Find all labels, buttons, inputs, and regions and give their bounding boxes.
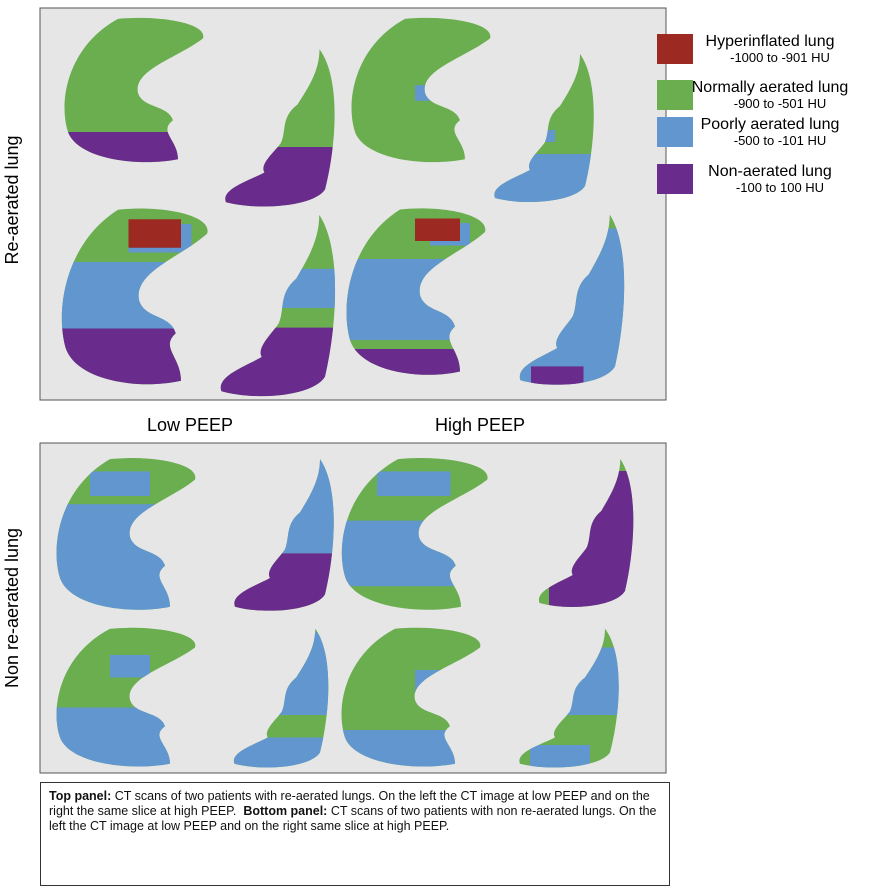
row-label: Re-aerated lung — [2, 135, 22, 264]
legend-range: -1000 to -901 HU — [730, 50, 830, 65]
density-region — [90, 471, 150, 496]
legend-swatch — [657, 80, 693, 110]
legend-range: -100 to 100 HU — [736, 180, 824, 195]
legend-name: Normally aerated lung — [692, 79, 849, 96]
caption: Top panel: CT scans of two patients with… — [40, 782, 670, 886]
density-region — [129, 219, 182, 248]
figure: Re-aerated lung Non re-aerated lung Low … — [0, 0, 886, 890]
legend-range: -900 to -501 HU — [734, 96, 827, 111]
legend-swatch — [657, 117, 693, 147]
density-region — [110, 655, 150, 678]
legend-name: Non-aerated lung — [708, 163, 832, 180]
column-label: Low PEEP — [147, 415, 233, 435]
caption-label: Bottom panel: — [243, 804, 327, 818]
legend-swatch — [657, 164, 693, 194]
density-region — [377, 471, 451, 496]
legend-swatch — [657, 34, 693, 64]
row-label: Non re-aerated lung — [2, 528, 22, 688]
figure-graphic: Re-aerated lung Non re-aerated lung Low … — [0, 0, 886, 780]
legend-name: Poorly aerated lung — [701, 116, 840, 133]
column-label: High PEEP — [435, 415, 525, 435]
legend-range: -500 to -101 HU — [734, 133, 827, 148]
density-region — [415, 219, 460, 242]
caption-label: Top panel: — [49, 789, 111, 803]
legend-name: Hyperinflated lung — [706, 33, 835, 50]
legend: Hyperinflated lung-1000 to -901 HU Normal… — [657, 33, 848, 195]
